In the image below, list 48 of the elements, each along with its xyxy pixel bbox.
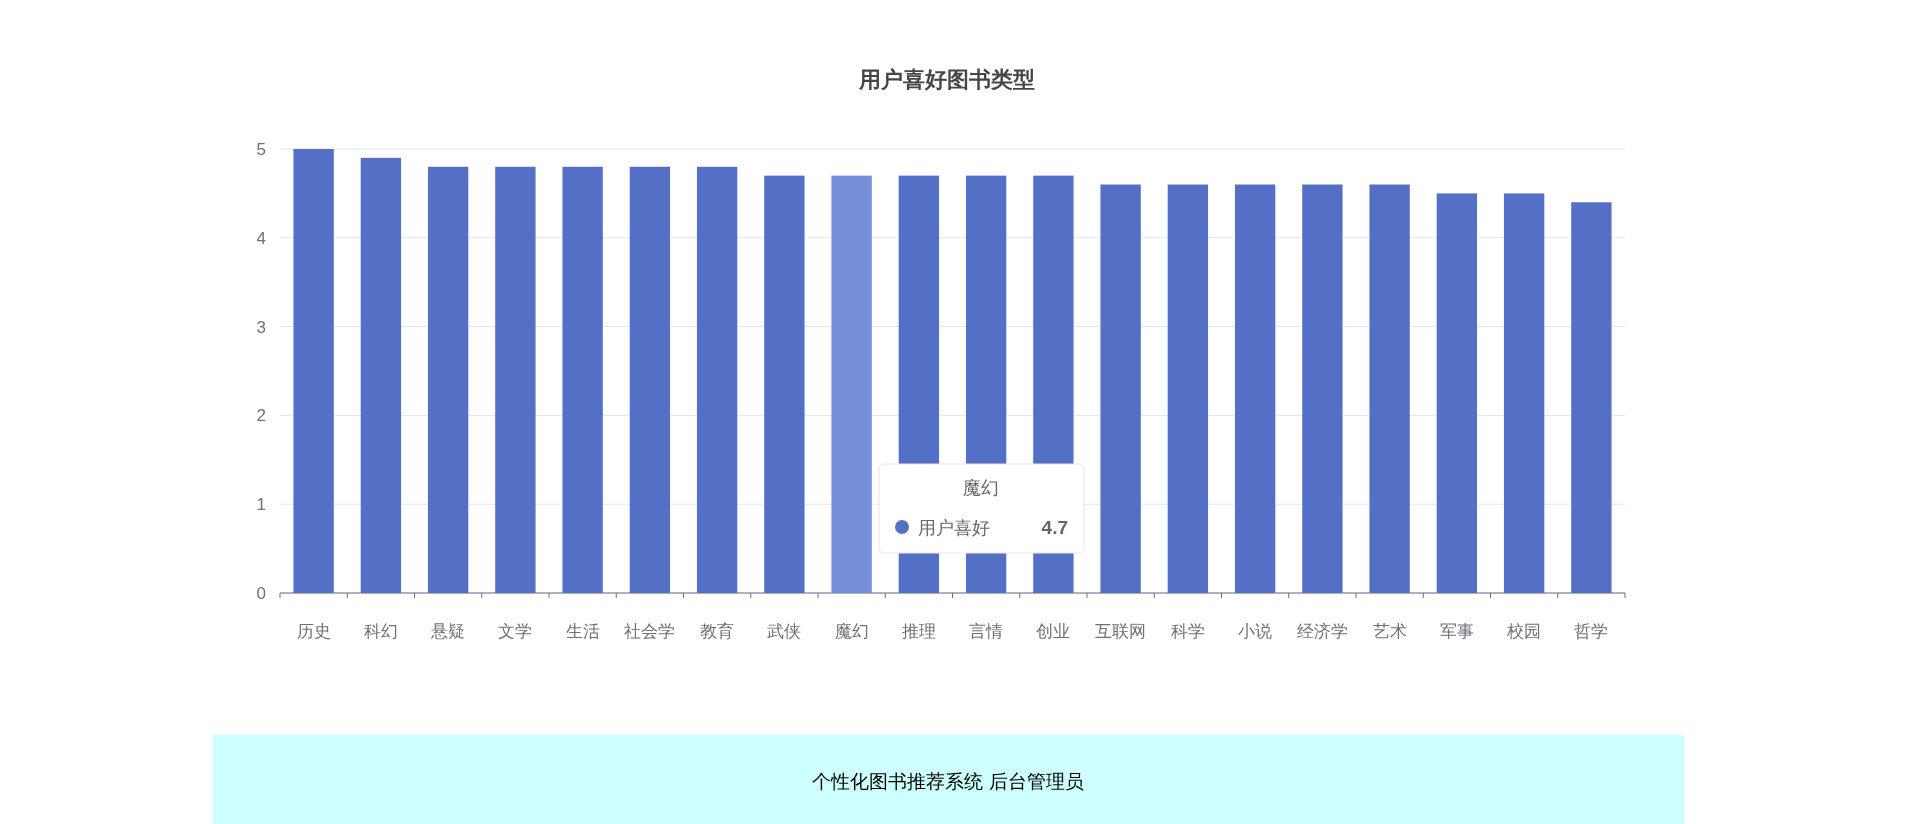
annotation: 4.7 <box>1041 517 1068 538</box>
y-tick-label: 1 <box>256 495 266 515</box>
chart-title: 用户喜好图书类型 <box>858 67 1035 92</box>
bar <box>1503 193 1545 593</box>
bar <box>360 157 402 593</box>
bar <box>562 166 603 593</box>
x-tick-label: 社会学 <box>624 622 676 641</box>
x-tick-label: 艺术 <box>1372 622 1407 641</box>
bar <box>293 149 334 593</box>
text: 个性化图书推荐系统 后台管理员 <box>812 771 1084 792</box>
bar <box>495 166 536 593</box>
annotation: 魔幻 <box>963 478 999 498</box>
y-tick-label: 2 <box>256 406 266 426</box>
x-tick-label: 历史 <box>296 622 331 641</box>
x-tick-label: 魔幻 <box>834 622 869 641</box>
x-tick-label: 武侠 <box>767 622 802 641</box>
bar <box>1234 184 1276 593</box>
bar <box>1100 184 1141 593</box>
x-tick-label: 科学 <box>1170 622 1205 641</box>
x-tick-label: 生活 <box>565 622 600 641</box>
y-tick-label: 4 <box>256 228 266 248</box>
x-tick-label: 军事 <box>1439 622 1474 641</box>
x-tick-label: 教育 <box>700 622 735 641</box>
y-tick-label: 0 <box>256 584 266 603</box>
x-tick-label: 互联网 <box>1095 622 1147 641</box>
bar <box>1302 184 1343 593</box>
x-tick-label: 小说 <box>1238 622 1273 641</box>
bar <box>1167 184 1209 593</box>
x-tick-label: 校园 <box>1506 622 1542 641</box>
y-tick-label: 5 <box>256 140 266 159</box>
bar <box>1571 202 1612 593</box>
bar <box>1369 184 1410 593</box>
bar <box>831 175 872 593</box>
y-tick-label: 3 <box>256 317 266 337</box>
x-tick-label: 创业 <box>1036 622 1071 641</box>
legend-label: 用户喜好 <box>918 518 990 538</box>
x-tick-label: 哲学 <box>1574 622 1609 641</box>
x-tick-label: 文学 <box>498 622 533 641</box>
x-tick-label: 科幻 <box>363 622 398 641</box>
bar <box>629 166 671 593</box>
x-tick-label: 推理 <box>901 622 936 641</box>
bar <box>696 166 738 593</box>
x-tick-label: 悬疑 <box>430 622 466 641</box>
bar <box>1436 193 1478 593</box>
bar <box>764 175 805 593</box>
x-tick-label: 经济学 <box>1296 622 1348 641</box>
x-tick-label: 言情 <box>969 622 1004 641</box>
bar <box>427 166 469 593</box>
